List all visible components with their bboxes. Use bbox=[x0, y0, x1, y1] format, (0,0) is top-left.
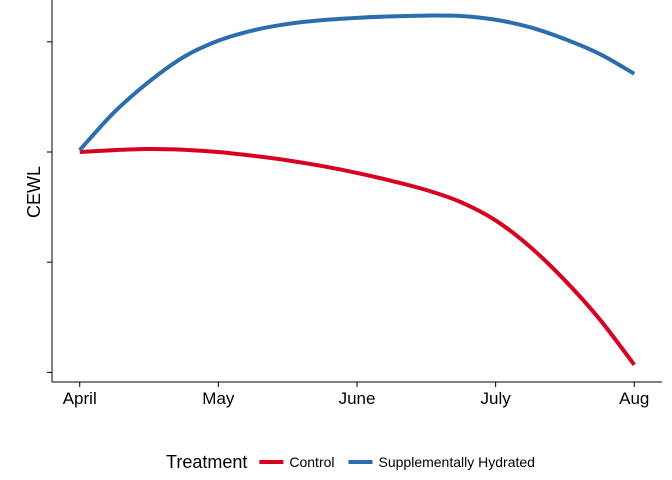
y-axis-title: CEWL bbox=[24, 166, 44, 218]
series-line-supplementally-hydrated bbox=[78, 13, 636, 152]
x-axis-ticks: April May June July Aug bbox=[63, 382, 649, 408]
legend-label-control: Control bbox=[289, 454, 334, 470]
y-axis-ticks bbox=[47, 41, 52, 373]
plot-lines bbox=[78, 13, 636, 367]
legend-item-supplementally-hydrated: Supplementally Hydrated bbox=[348, 454, 535, 470]
x-tick-label-0: April bbox=[63, 389, 97, 408]
legend: Treatment Control Supplementally Hydrated bbox=[166, 452, 535, 472]
x-tick-label-1: May bbox=[202, 389, 235, 408]
legend-title: Treatment bbox=[166, 452, 247, 472]
series-line-control bbox=[79, 146, 636, 367]
legend-label-supplementally-hydrated: Supplementally Hydrated bbox=[379, 454, 535, 470]
x-tick-label-3: July bbox=[481, 389, 512, 408]
legend-items: Control Supplementally Hydrated bbox=[259, 454, 535, 470]
x-tick-label-2: June bbox=[339, 389, 376, 408]
legend-item-control: Control bbox=[259, 454, 335, 470]
x-tick-label-4: Aug bbox=[619, 389, 649, 408]
